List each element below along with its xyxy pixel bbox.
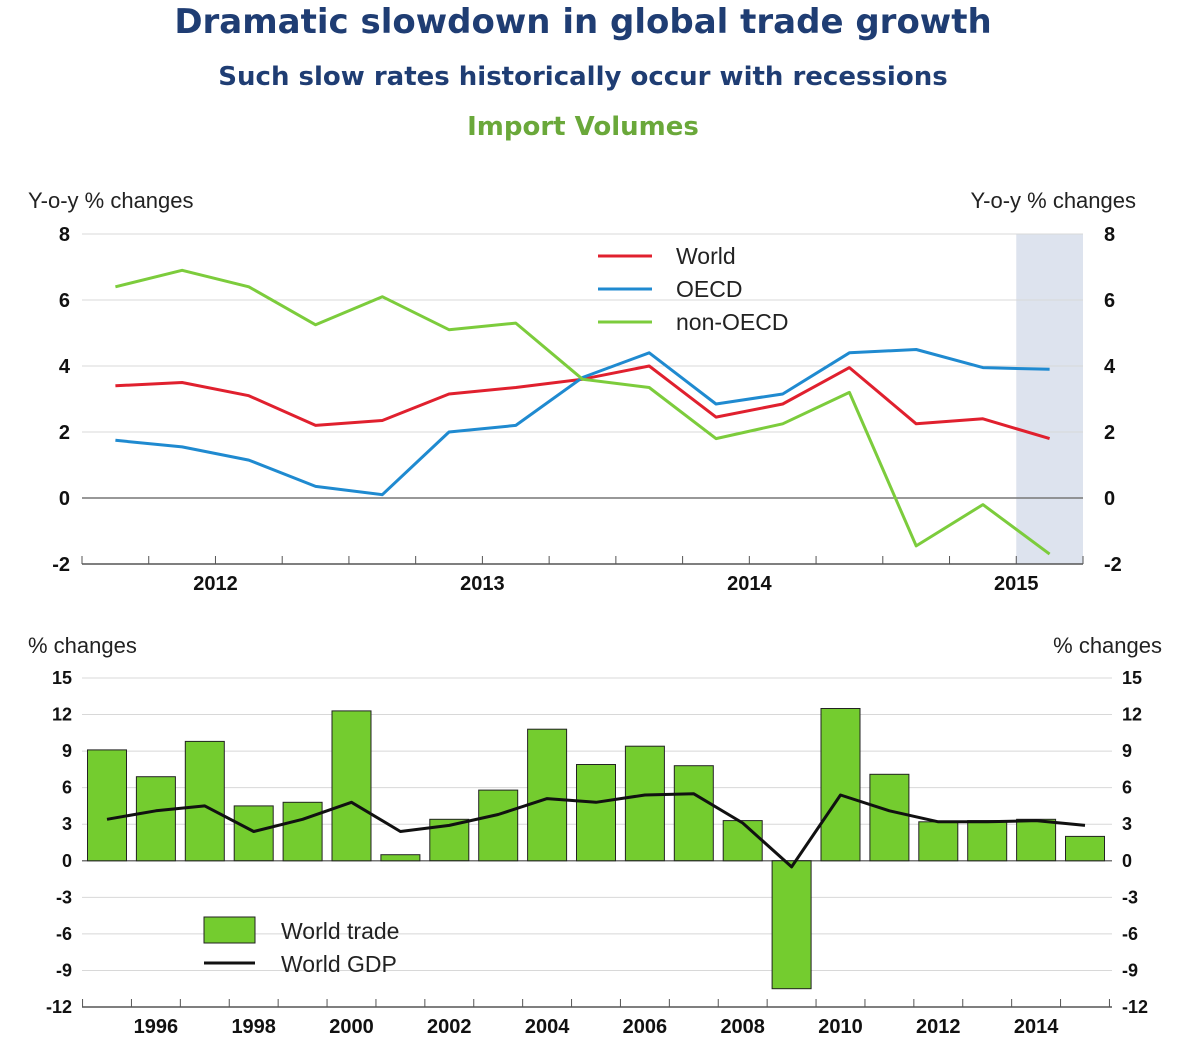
top-y-label-right: Y-o-y % changes xyxy=(970,188,1136,213)
top-y-tick-right: 0 xyxy=(1104,488,1115,510)
bottom-y-tick-left: -6 xyxy=(56,924,72,944)
top-y-tick-right: 2 xyxy=(1104,422,1115,444)
bottom-legend: World trade World GDP xyxy=(203,916,399,977)
top-y-tick-right: 6 xyxy=(1104,290,1115,312)
top-y-tick-right: 4 xyxy=(1104,356,1116,378)
bottom-x-tick-label: 2002 xyxy=(427,1016,472,1038)
bar-world-trade xyxy=(624,745,665,862)
bar-world-trade xyxy=(722,820,763,862)
bar-world-trade xyxy=(87,749,127,862)
top-y-tick-left: 0 xyxy=(59,488,70,510)
chart-title: Dramatic slowdown in global trade growth xyxy=(174,2,992,42)
top-y-tick-left: 6 xyxy=(59,290,70,312)
bottom-y-label-right: % changes xyxy=(1053,633,1162,658)
top-x-tick-label: 2013 xyxy=(460,573,505,595)
bar-world-trade xyxy=(869,773,910,862)
bottom-y-tick-right: 3 xyxy=(1122,814,1132,834)
bar-world-trade xyxy=(967,820,1008,862)
bottom-y-tick-right: -6 xyxy=(1122,924,1138,944)
bar-world-trade xyxy=(331,710,372,862)
top-y-tick-left: -2 xyxy=(52,554,70,576)
bar-world-trade xyxy=(380,854,421,862)
top-x-tick-label: 2014 xyxy=(727,573,772,595)
bar-world-trade xyxy=(918,821,959,862)
bottom-x-tick-label: 2008 xyxy=(720,1016,765,1038)
top-x-ticks: 2012 2013 2014 2015 xyxy=(81,556,1084,595)
bottom-y-tick-left: 0 xyxy=(62,851,72,871)
bottom-y-tick-left: 12 xyxy=(52,705,72,725)
bottom-y-tick-right: 15 xyxy=(1122,668,1142,688)
bar-world-trade xyxy=(282,801,323,862)
top-gridlines xyxy=(82,233,1083,433)
top-x-tick-label: 2012 xyxy=(193,573,238,595)
bottom-y-tick-left: 3 xyxy=(62,814,72,834)
bottom-y-tick-left: 15 xyxy=(52,668,72,688)
bar-world-trade xyxy=(233,805,274,862)
bottom-y-tick-left: -9 xyxy=(56,960,72,980)
top-y-tick-left: 8 xyxy=(59,224,70,246)
shaded-period xyxy=(1016,234,1083,564)
top-legend: World OECD non-OECD xyxy=(598,243,788,335)
import-volumes-line-chart: 2012 2013 2014 2015 -2 -2 0 0 2 2 4 4 6 6 8 8 Y-o-y % … xyxy=(28,188,1136,595)
bottom-x-tick-label: 2014 xyxy=(1014,1016,1059,1038)
bar-world-trade xyxy=(184,740,225,862)
series-line-oecd xyxy=(115,348,1050,497)
bottom-y-tick-left: -3 xyxy=(56,887,72,907)
bottom-y-tick-left: -12 xyxy=(46,997,72,1017)
bottom-x-ticks: 1996 1998 2000 2002 2004 2006 2008 2010 2012 2014 xyxy=(82,999,1110,1038)
bar-world-trade xyxy=(771,860,812,990)
bar-world-trade xyxy=(673,765,714,862)
bottom-y-tick-right: -3 xyxy=(1122,887,1138,907)
bottom-x-tick-label: 2012 xyxy=(916,1016,961,1038)
legend-swatch-bar xyxy=(203,916,256,944)
bar-world-trade xyxy=(1065,835,1105,862)
bar-world-trade xyxy=(527,728,568,862)
top-y-tick-left: 4 xyxy=(59,356,71,378)
legend-label: OECD xyxy=(676,276,742,302)
bottom-y-tick-left: 6 xyxy=(62,778,72,798)
bottom-x-tick-label: 2004 xyxy=(525,1016,570,1038)
top-series-lines xyxy=(115,268,1051,556)
bottom-x-tick-label: 1996 xyxy=(134,1016,179,1038)
world-gdp-line xyxy=(106,792,1086,869)
top-y-label-left: Y-o-y % changes xyxy=(28,188,194,213)
legend-label: World trade xyxy=(281,918,399,944)
bar-world-trade xyxy=(478,789,519,862)
legend-label: non-OECD xyxy=(676,309,788,335)
bottom-y-tick-right: 9 xyxy=(1122,741,1132,761)
bottom-y-ticks: -12 -12 -9 -9 -6 -6 -3 -3 0 0 3 3 6 6 9 9 12 12 15 15 xyxy=(46,668,1148,1017)
legend-label: World xyxy=(676,243,736,269)
legend-label: World GDP xyxy=(281,951,397,977)
bottom-x-tick-label: 2010 xyxy=(818,1016,863,1038)
series-line-world-gdp xyxy=(106,792,1086,869)
chart-subtitle: Such slow rates historically occur with … xyxy=(218,62,948,92)
bar-world-trade xyxy=(1016,818,1057,862)
world-trade-gdp-chart: 1996 1998 2000 2002 2004 2006 2008 2010 2012 2014… xyxy=(28,633,1162,1038)
bottom-y-tick-right: 6 xyxy=(1122,778,1132,798)
series-line-non-oecd xyxy=(115,268,1051,556)
bottom-y-tick-left: 9 xyxy=(62,741,72,761)
bottom-x-tick-label: 2006 xyxy=(623,1016,668,1038)
top-x-tick-label: 2015 xyxy=(994,573,1039,595)
section-title: Import Volumes xyxy=(467,112,699,142)
top-y-ticks: -2 -2 0 0 2 2 4 4 6 6 8 8 xyxy=(52,224,1122,576)
top-y-tick-right: -2 xyxy=(1104,554,1122,576)
bar-world-trade xyxy=(576,764,616,862)
bottom-y-label-left: % changes xyxy=(28,633,137,658)
bottom-y-tick-right: 12 xyxy=(1122,705,1142,725)
bottom-y-tick-right: -12 xyxy=(1122,997,1148,1017)
top-y-tick-left: 2 xyxy=(59,422,70,444)
bar-world-trade xyxy=(135,776,176,862)
bottom-y-tick-right: 0 xyxy=(1122,851,1132,871)
world-trade-bars xyxy=(87,708,1105,990)
bar-world-trade xyxy=(820,708,861,862)
bottom-x-tick-label: 1998 xyxy=(231,1016,276,1038)
bottom-y-tick-right: -9 xyxy=(1122,960,1138,980)
top-y-tick-right: 8 xyxy=(1104,224,1115,246)
bottom-x-tick-label: 2000 xyxy=(329,1016,374,1038)
